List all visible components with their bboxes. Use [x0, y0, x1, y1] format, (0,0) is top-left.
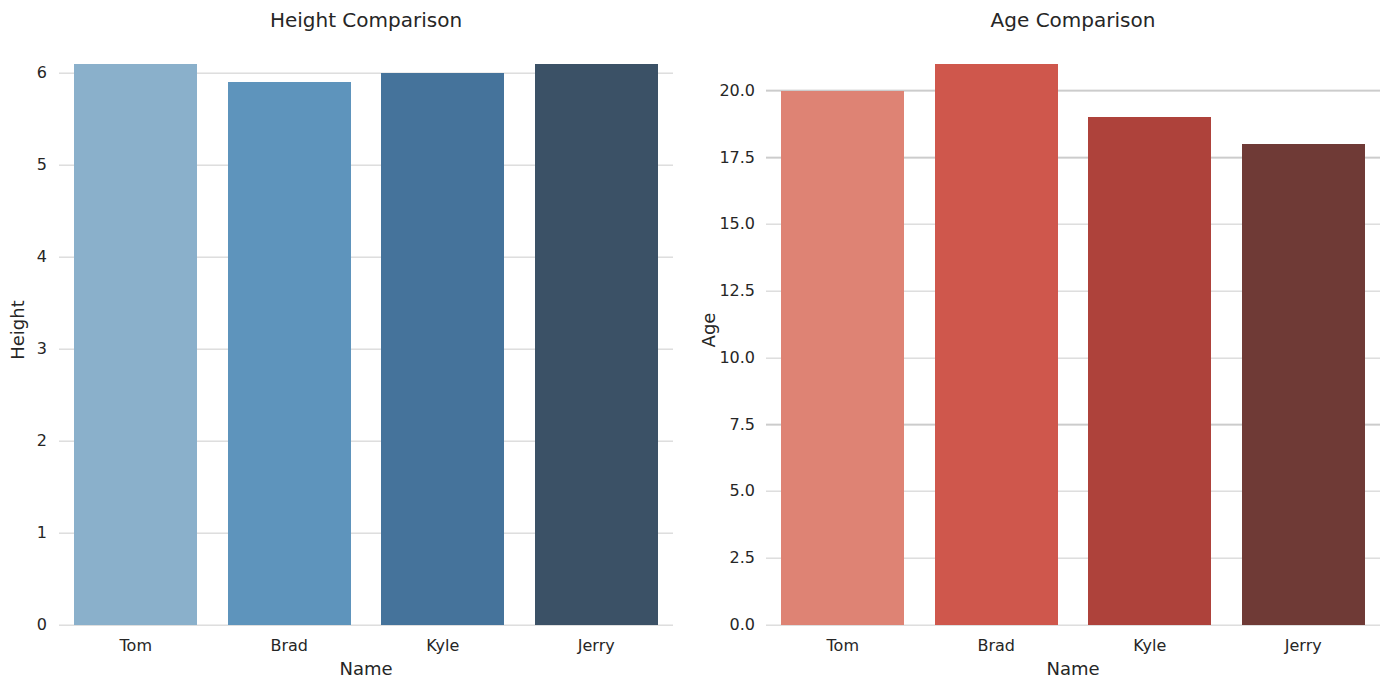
y-tick-label: 15.0 [719, 216, 755, 232]
y-tick-label: 5.0 [730, 483, 755, 499]
y-tick-label: 0.0 [730, 617, 755, 633]
y-axis-ticks: 0.02.55.07.510.012.515.017.520.0 [694, 36, 755, 625]
y-tick-label: 1 [37, 525, 47, 541]
chart-title: Height Comparison [59, 8, 673, 32]
y-tick-label: 20.0 [719, 83, 755, 99]
bar-tom [74, 64, 197, 625]
y-axis-ticks: 0123456 [0, 36, 47, 625]
x-axis-ticks: Tom Brad Kyle Jerry [766, 636, 1380, 658]
x-tick-label: Kyle [1133, 636, 1166, 655]
x-axis-label: Name [766, 658, 1380, 679]
bar-kyle [381, 73, 504, 625]
y-tick-label: 2 [37, 433, 47, 449]
bar-jerry [535, 64, 658, 625]
y-tick-label: 0 [37, 617, 47, 633]
y-tick-label: 10.0 [719, 350, 755, 366]
figure: Height Comparison Height 0123456 TomBrad… [0, 0, 1389, 690]
chart-title: Age Comparison [766, 8, 1380, 32]
bar-jerry [1242, 144, 1365, 625]
x-tick-label: Jerry [1285, 636, 1322, 655]
y-tick-label: 4 [37, 249, 47, 265]
age-comparison-chart: Age Comparison Age 0.02.55.07.510.012.51… [694, 0, 1389, 690]
y-tick-label: 3 [37, 341, 47, 357]
x-axis-ticks: Tom Brad Kyle Jerry [59, 636, 673, 658]
x-tick-label: Brad [977, 636, 1015, 655]
x-tick-label: Tom [827, 636, 859, 655]
y-tick-label: 7.5 [730, 417, 755, 433]
x-tick-label: Tom [120, 636, 152, 655]
y-tick-label: 5 [37, 157, 47, 173]
plot-area [59, 36, 673, 625]
bar-brad [228, 82, 351, 625]
x-tick-label: Brad [270, 636, 308, 655]
bar-tom [781, 91, 904, 625]
bar-kyle [1088, 117, 1211, 625]
y-tick-label: 6 [37, 65, 47, 81]
x-tick-label: Kyle [426, 636, 459, 655]
y-tick-label: 17.5 [719, 150, 755, 166]
y-tick-label: 2.5 [730, 550, 755, 566]
height-comparison-chart: Height Comparison Height 0123456 TomBrad… [0, 0, 694, 690]
plot-area [766, 36, 1380, 625]
x-tick-label: Jerry [578, 636, 615, 655]
bar-brad [935, 64, 1058, 625]
y-tick-label: 12.5 [719, 283, 755, 299]
x-axis-label: Name [59, 658, 673, 679]
